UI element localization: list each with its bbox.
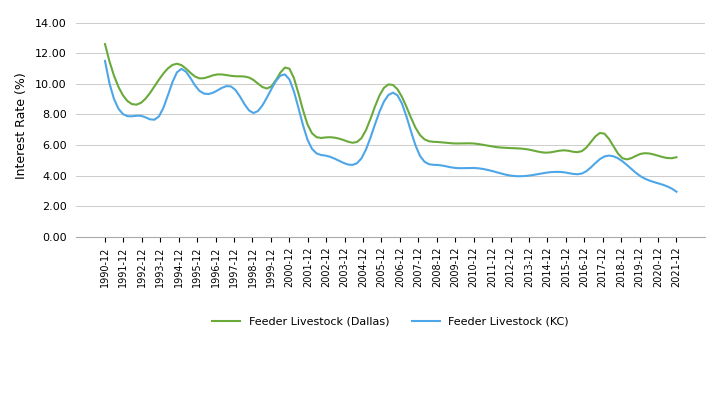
- Feeder Livestock (KC): [397, 101, 406, 106]
- Feeder Livestock (KC): [645, 178, 654, 183]
- Feeder Livestock (Dallas): [101, 42, 109, 47]
- Feeder Livestock (KC): [672, 189, 680, 194]
- Feeder Livestock (KC): [101, 58, 109, 63]
- Feeder Livestock (Dallas): [623, 157, 631, 162]
- Feeder Livestock (Dallas): [397, 94, 406, 99]
- Y-axis label: Interest Rate (%): Interest Rate (%): [15, 73, 28, 179]
- Line: Feeder Livestock (KC): Feeder Livestock (KC): [105, 61, 676, 192]
- Legend: Feeder Livestock (Dallas), Feeder Livestock (KC): Feeder Livestock (Dallas), Feeder Livest…: [208, 312, 574, 331]
- Feeder Livestock (KC): [591, 161, 600, 166]
- Feeder Livestock (Dallas): [312, 135, 321, 140]
- Feeder Livestock (Dallas): [591, 134, 600, 139]
- Feeder Livestock (Dallas): [649, 152, 658, 157]
- Feeder Livestock (KC): [312, 151, 321, 156]
- Feeder Livestock (Dallas): [335, 136, 343, 141]
- Line: Feeder Livestock (Dallas): Feeder Livestock (Dallas): [105, 44, 676, 160]
- Feeder Livestock (Dallas): [672, 155, 680, 160]
- Feeder Livestock (KC): [335, 158, 343, 163]
- Feeder Livestock (KC): [240, 102, 249, 106]
- Feeder Livestock (Dallas): [240, 74, 249, 79]
